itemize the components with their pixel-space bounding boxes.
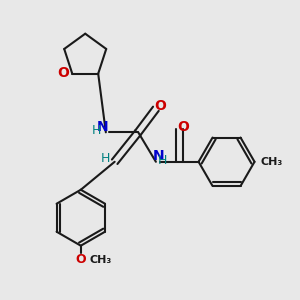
Text: O: O: [154, 99, 166, 113]
Text: N: N: [97, 120, 108, 134]
Text: O: O: [58, 66, 69, 80]
Text: H: H: [92, 124, 101, 137]
Text: N: N: [152, 149, 164, 164]
Text: CH₃: CH₃: [90, 254, 112, 265]
Text: H: H: [101, 152, 110, 165]
Text: O: O: [178, 120, 190, 134]
Text: CH₃: CH₃: [260, 157, 283, 167]
Text: O: O: [76, 253, 86, 266]
Text: H: H: [158, 154, 167, 167]
